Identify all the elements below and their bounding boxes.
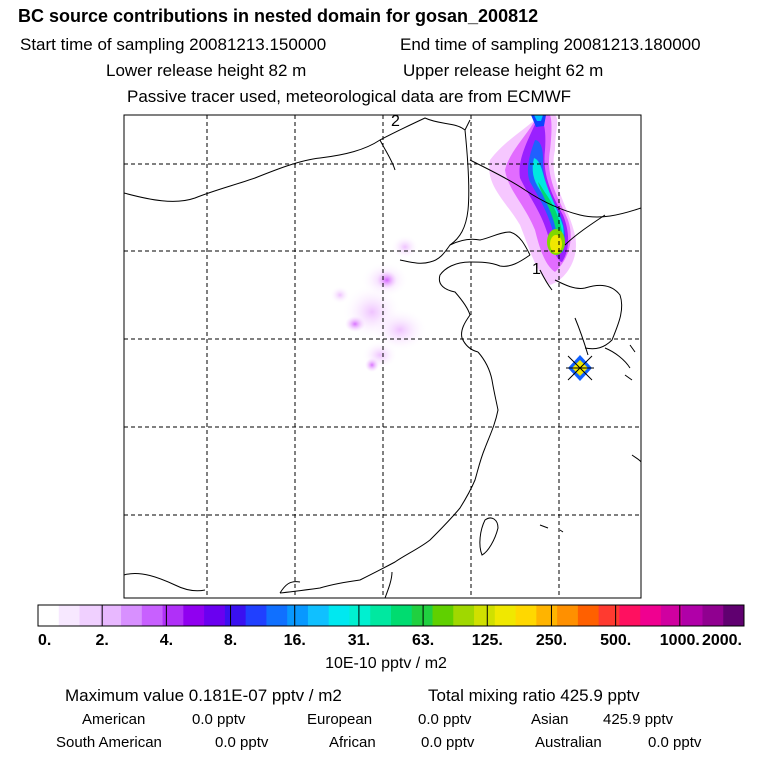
colorbar-tick-label: 4. bbox=[160, 632, 173, 649]
region-value-american: 0.0 pptv bbox=[192, 711, 246, 728]
colorbar-cell bbox=[58, 605, 81, 626]
coastlines bbox=[124, 117, 641, 598]
colorbar-tick-label: 31. bbox=[348, 632, 370, 649]
total-mixing-ratio: Total mixing ratio 425.9 pptv bbox=[428, 686, 640, 705]
receptor-marker bbox=[566, 355, 594, 381]
marker-label-2: 2 bbox=[391, 113, 400, 130]
region-name-american: American bbox=[82, 711, 146, 728]
colorbar-cell bbox=[121, 605, 143, 626]
colorbar-tick-label: 0. bbox=[38, 632, 51, 649]
region-value-south-american: 0.0 pptv bbox=[215, 734, 269, 751]
max-value: Maximum value 0.181E-07 pptv / m2 bbox=[65, 686, 342, 705]
region-value-asian: 425.9 pptv bbox=[603, 711, 674, 728]
upper-release-height: Upper release height 62 m bbox=[403, 61, 604, 80]
colorbar-cell bbox=[681, 605, 703, 626]
colorbar-frame bbox=[37, 604, 745, 627]
colorbar-cell bbox=[287, 605, 309, 626]
region-value-african: 0.0 pptv bbox=[421, 734, 475, 751]
plume-field bbox=[330, 115, 576, 372]
region-value-australian: 0.0 pptv bbox=[648, 734, 702, 751]
colorbar-cell bbox=[328, 605, 350, 626]
chart-title: BC source contributions in nested domain… bbox=[18, 6, 539, 26]
colorbar-cell bbox=[474, 605, 496, 626]
colorbar-cell bbox=[494, 605, 517, 626]
colorbar-cell bbox=[183, 605, 205, 626]
colorbar-tick-label: 500. bbox=[600, 632, 631, 649]
colorbar-cell bbox=[266, 605, 288, 626]
colorbar-tick-label: 8. bbox=[224, 632, 237, 649]
colorbar-cell bbox=[432, 605, 454, 626]
region-value-european: 0.0 pptv bbox=[418, 711, 472, 728]
colorbar-tick-label: 125. bbox=[472, 632, 503, 649]
colorbar-cell bbox=[391, 605, 413, 626]
colorbar-tick-label: 16. bbox=[284, 632, 306, 649]
colorbar-cell bbox=[307, 605, 330, 626]
colorbar-tick-label: 63. bbox=[412, 632, 434, 649]
region-name-european: European bbox=[307, 711, 373, 728]
region-name-australian: Australian bbox=[535, 734, 602, 751]
colorbar-cell bbox=[349, 605, 371, 626]
colorbar-cell bbox=[702, 605, 724, 626]
colorbar-cell bbox=[453, 605, 475, 626]
tracer-note: Passive tracer used, meteorological data… bbox=[127, 87, 572, 106]
lower-release-height: Lower release height 82 m bbox=[106, 61, 307, 80]
colorbar-cell bbox=[224, 605, 247, 626]
colorbar-cell bbox=[100, 605, 122, 626]
colorbar-tick-label: 1000. bbox=[660, 632, 700, 649]
colorbar-cell bbox=[38, 605, 60, 626]
start-sampling: Start time of sampling 20081213.150000 bbox=[20, 35, 327, 54]
colorbar-cell bbox=[660, 605, 683, 626]
colorbar-units: 10E-10 pptv / m2 bbox=[325, 655, 447, 672]
colorbar-cell bbox=[204, 605, 226, 626]
colorbar-cell bbox=[723, 605, 745, 626]
region-name-asian: Asian bbox=[531, 711, 569, 728]
colorbar-cell bbox=[515, 605, 537, 626]
graticule bbox=[124, 115, 641, 598]
colorbar bbox=[37, 604, 745, 627]
colorbar-cell bbox=[557, 605, 579, 626]
colorbar-cell bbox=[370, 605, 392, 626]
map-frame bbox=[123, 114, 642, 599]
colorbar-cell bbox=[536, 605, 558, 626]
colorbar-cell bbox=[640, 605, 662, 626]
colorbar-cell bbox=[162, 605, 184, 626]
colorbar-cell bbox=[619, 605, 641, 626]
colorbar-cell bbox=[577, 605, 600, 626]
end-sampling: End time of sampling 20081213.180000 bbox=[400, 35, 701, 54]
colorbar-cell bbox=[141, 605, 164, 626]
colorbar-cell bbox=[598, 605, 620, 626]
colorbar-tick-label: 2. bbox=[96, 632, 109, 649]
marker-label-1: 1 bbox=[532, 261, 541, 278]
colorbar-tick-labels: 0. 2. 4. 8. 16. 31. 63. 125. 250. 500. 1000. 2000. bbox=[38, 632, 742, 649]
region-name-african: African bbox=[329, 734, 376, 751]
region-name-south-american: South American bbox=[56, 734, 162, 751]
colorbar-tick-label: 2000. bbox=[702, 632, 742, 649]
colorbar-cell bbox=[79, 605, 101, 626]
colorbar-cell bbox=[411, 605, 434, 626]
colorbar-tick-label: 250. bbox=[536, 632, 567, 649]
colorbar-cell bbox=[245, 605, 267, 626]
